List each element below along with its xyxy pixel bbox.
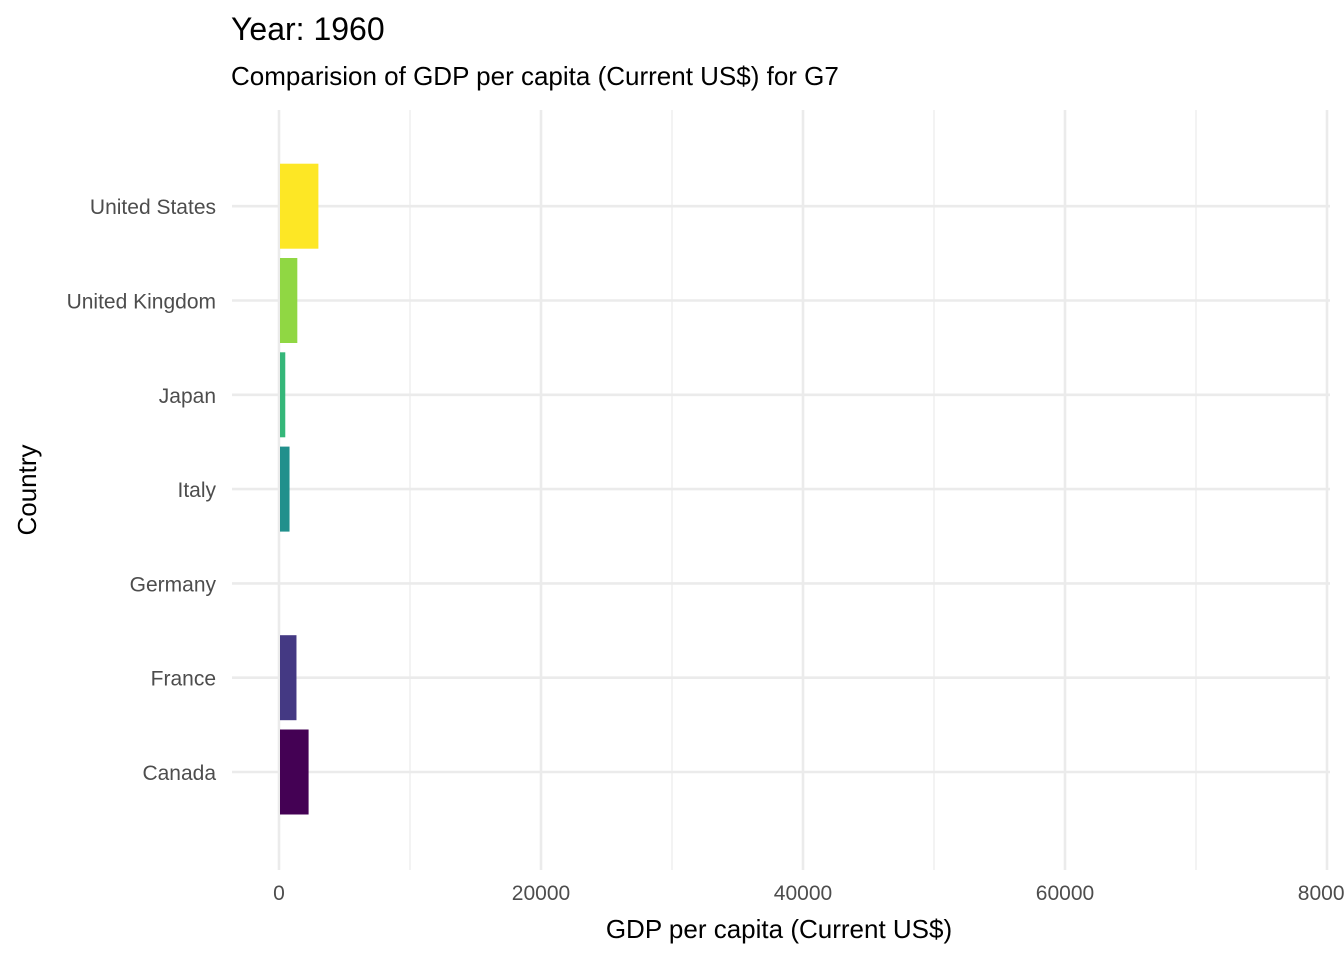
y-tick-label: Italy	[177, 479, 216, 502]
y-tick-label: Canada	[142, 762, 216, 785]
x-tick-label: 80000	[1298, 882, 1344, 905]
bars	[280, 163, 319, 815]
chart-title: Year: 1960	[231, 11, 385, 47]
x-tick-labels: 0 20000 40000 60000 80000	[273, 882, 1344, 905]
y-tick-label: Germany	[130, 573, 217, 596]
x-tick-label: 40000	[774, 882, 832, 905]
x-tick-label: 60000	[1036, 882, 1094, 905]
y-tick-labels: Canada France Germany Italy Japan United King…	[67, 196, 217, 785]
y-tick-label: United States	[90, 196, 216, 219]
bar-united-states	[280, 163, 319, 249]
bar-france	[280, 635, 297, 721]
y-tick-label: United Kingdom	[67, 291, 216, 314]
bar-italy	[280, 446, 290, 532]
chart-subtitle: Comparision of GDP per capita (Current U…	[231, 61, 839, 91]
y-tick-label: France	[151, 668, 216, 691]
bar-canada	[280, 729, 309, 815]
grid	[232, 110, 1330, 870]
bar-united-kingdom	[280, 258, 298, 343]
x-tick-label: 20000	[512, 882, 570, 905]
x-tick-label: 0	[273, 882, 285, 905]
y-axis-label: Country	[12, 444, 42, 535]
bar-japan	[280, 352, 286, 438]
y-tick-label: Japan	[159, 385, 216, 408]
x-axis-label: GDP per capita (Current US$)	[606, 914, 952, 944]
